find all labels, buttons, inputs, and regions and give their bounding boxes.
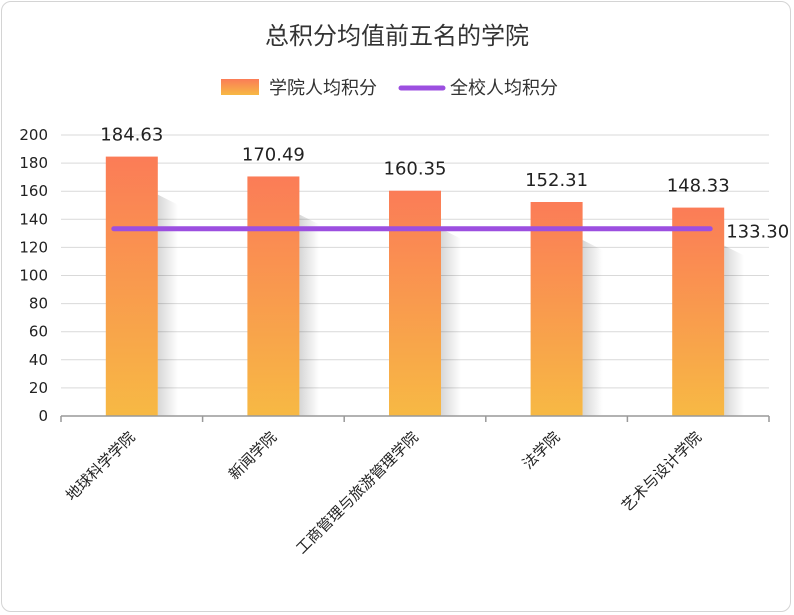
bar-value-label: 148.33: [667, 176, 730, 197]
category-label: 地球科学学院: [62, 428, 138, 504]
bar: [105, 156, 158, 416]
value-labels: 184.63 170.49 160.35 152.31 148.33: [100, 125, 729, 197]
y-tick-label: 120: [19, 238, 48, 256]
legend-bar-swatch: [221, 79, 259, 95]
y-tick-label: 80: [29, 295, 48, 313]
bar-value-label: 170.49: [242, 144, 305, 165]
bar-value-label: 152.31: [525, 170, 588, 191]
legend: 学院人均积分 全校人均积分: [221, 78, 558, 99]
bar-shadow: [724, 245, 745, 416]
bar-shadow: [441, 228, 461, 416]
bar-value-label: 184.63: [100, 125, 163, 146]
y-tick-label: 0: [38, 407, 48, 425]
chart-title: 总积分均值前五名的学院: [265, 22, 529, 50]
y-tick-label: 180: [19, 154, 48, 172]
category-label: 新闻学院: [225, 428, 280, 483]
y-tick-label: 40: [29, 351, 48, 369]
bar-shadow: [157, 194, 178, 416]
legend-bar-label: 学院人均积分: [269, 78, 377, 99]
y-tick-label: 100: [19, 267, 48, 285]
average-line-group: 133.30: [111, 222, 789, 243]
bar: [389, 190, 441, 416]
bar-shadow: [299, 214, 320, 416]
bar-value-label: 160.35: [384, 159, 447, 180]
y-tick-label: 140: [19, 210, 48, 228]
category-labels: 地球科学学院 新闻学院 工商管理与旅游管理学院 法学院 艺术与设计学院: [62, 428, 705, 557]
y-tick-label: 60: [29, 323, 48, 341]
bar: [530, 202, 583, 416]
average-line-label: 133.30: [726, 222, 789, 243]
category-label: 法学院: [519, 428, 564, 473]
bar: [672, 207, 725, 416]
bar-shadow: [582, 240, 603, 416]
category-label: 工商管理与旅游管理学院: [292, 428, 421, 557]
category-label: 艺术与设计学院: [618, 428, 705, 515]
bars: [105, 156, 725, 416]
y-tick-label: 20: [29, 379, 48, 397]
y-tick-label: 200: [19, 126, 48, 144]
legend-line-label: 全校人均积分: [450, 78, 558, 99]
x-axis: [60, 415, 770, 422]
bar-shadows: [157, 194, 745, 416]
y-tick-label: 160: [19, 182, 48, 200]
bar: [247, 176, 300, 416]
y-axis: 0 20 40 60 80 100 120 140 160 180 200: [19, 126, 48, 425]
